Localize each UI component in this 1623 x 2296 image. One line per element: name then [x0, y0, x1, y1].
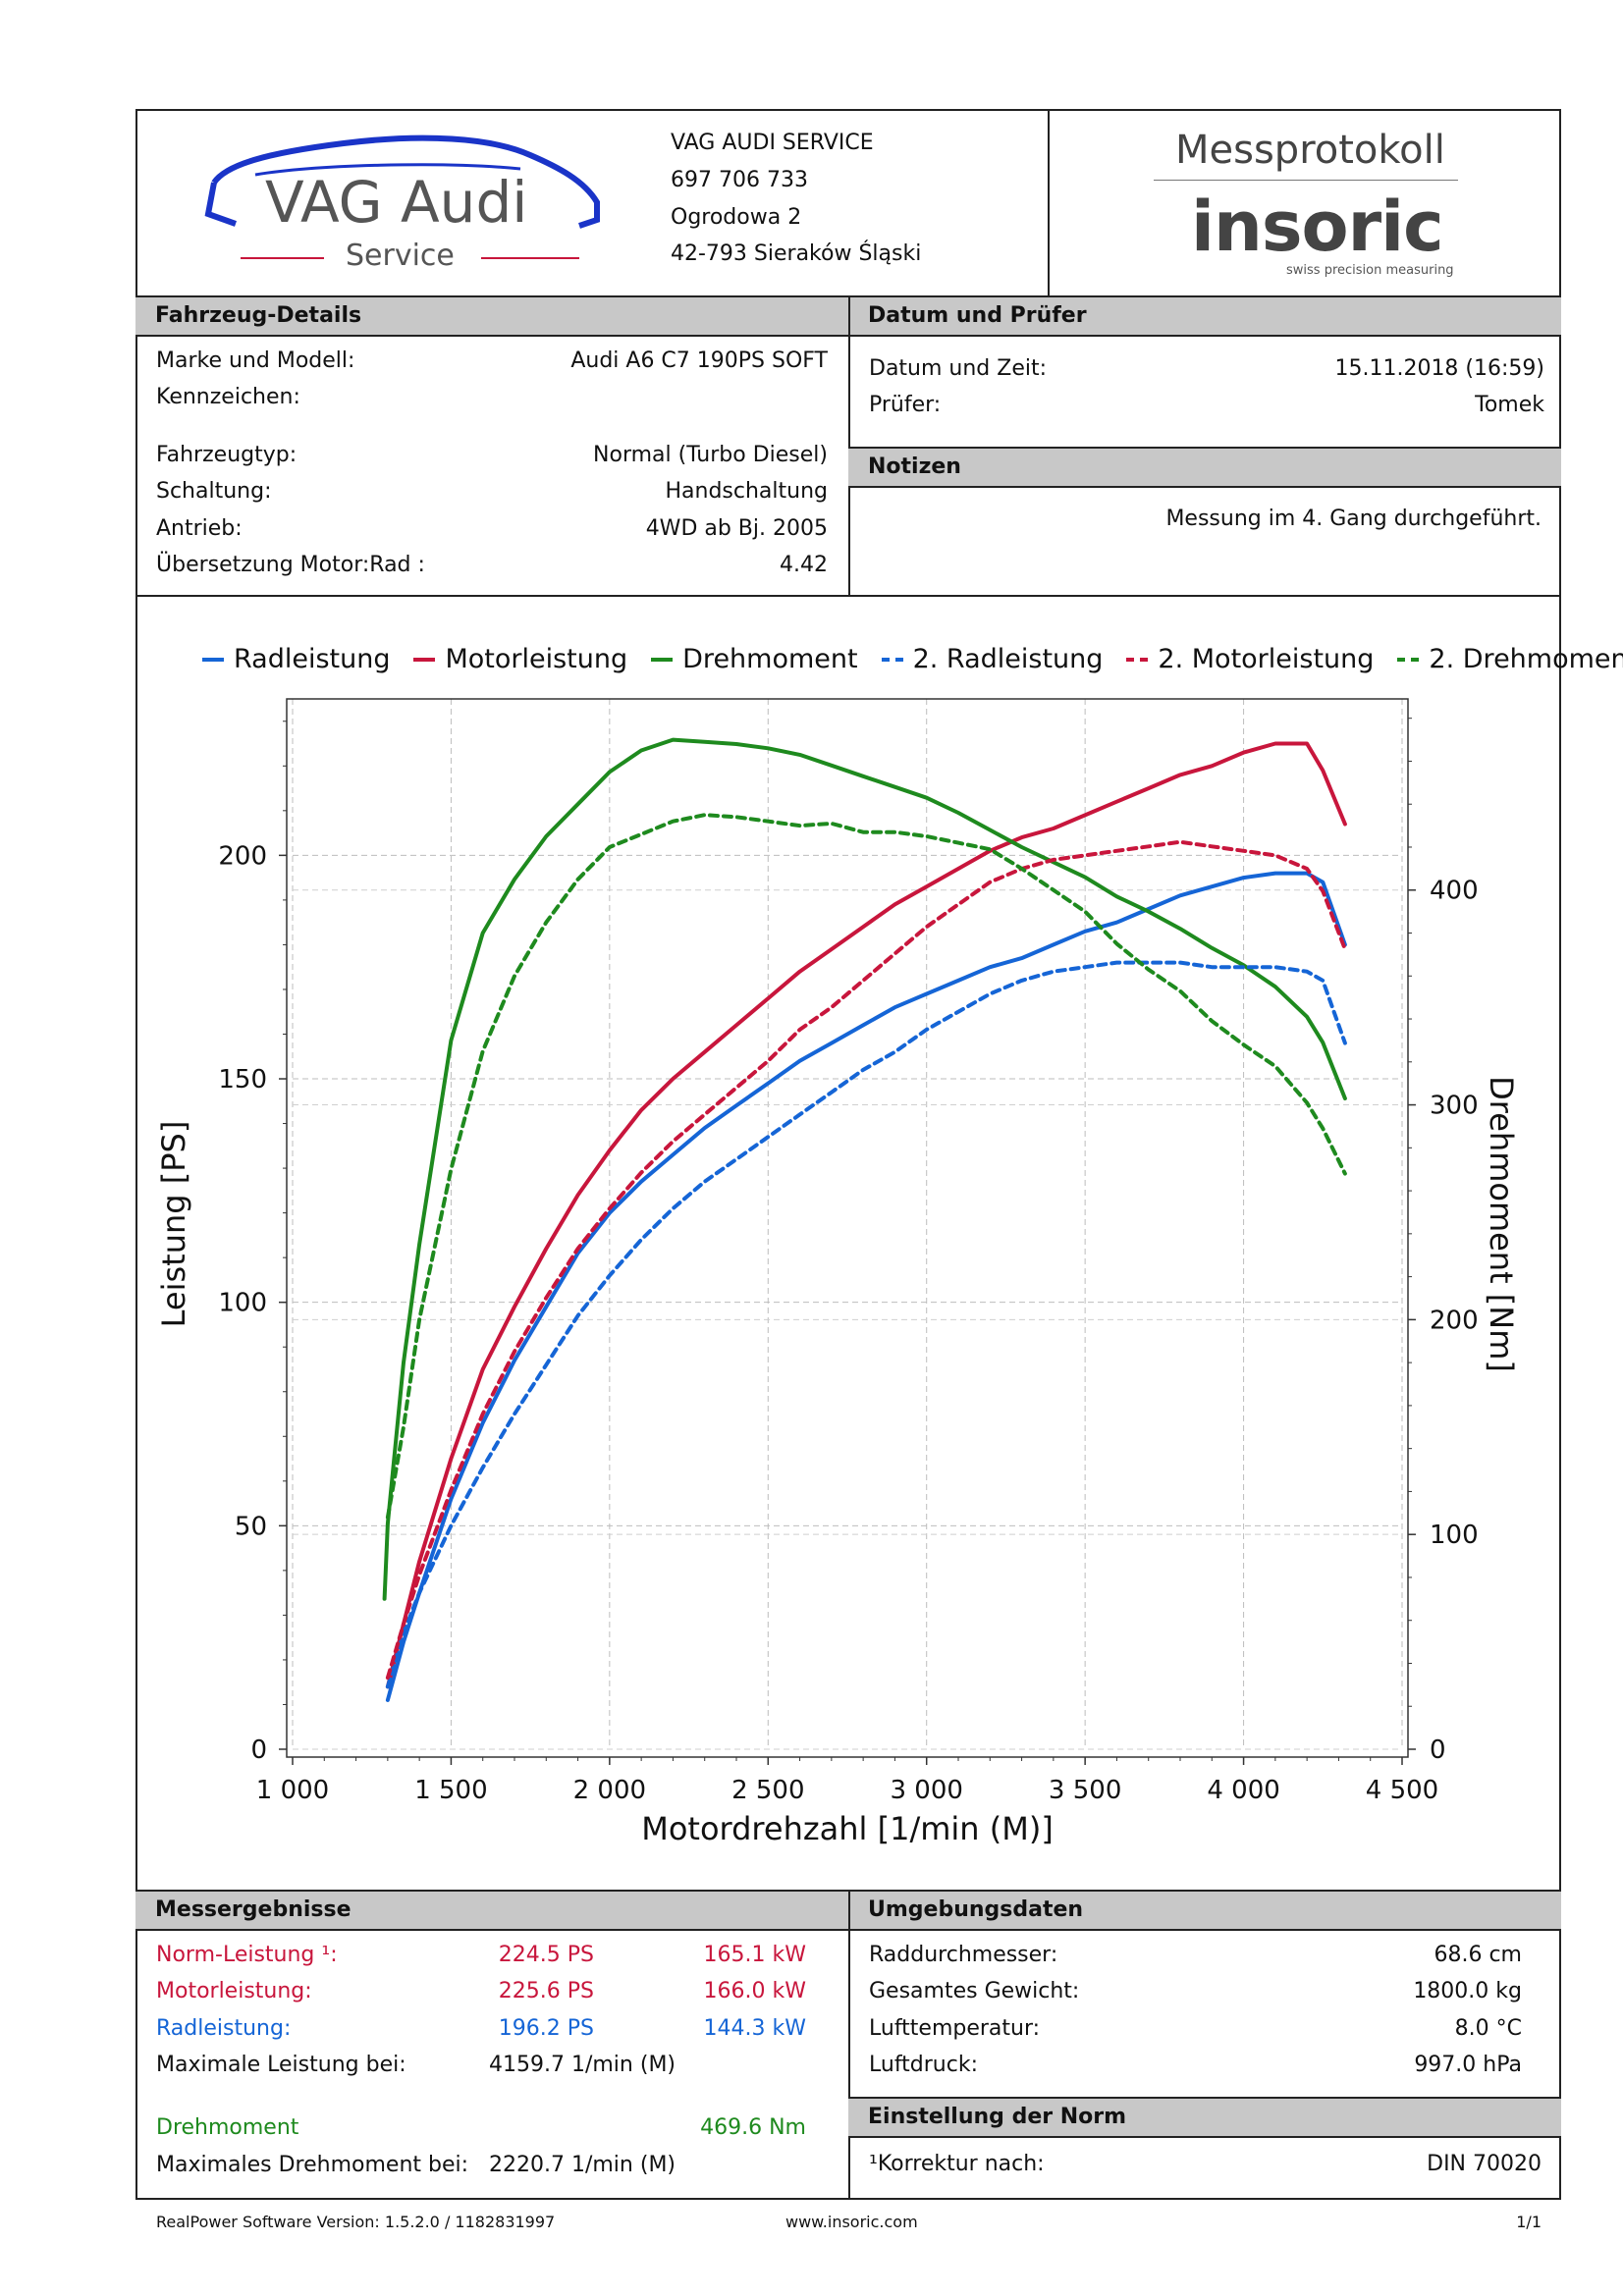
legend-2-drehmoment: 2. Drehmoment: [1397, 644, 1623, 674]
motor-power-kw: 166.0 kW: [703, 1979, 806, 2003]
legend-drehmoment: Drehmoment: [651, 644, 858, 674]
vehicle-label-type: Fahrzeugtyp:: [156, 443, 298, 467]
temperature-value: 8.0 °C: [1454, 2016, 1522, 2041]
header-divider: [1048, 109, 1050, 295]
company-city: 42-793 Sieraków Śląski: [671, 241, 922, 266]
norm-section-title: Einstellung der Norm: [848, 2097, 1561, 2138]
series-line-2-radleistung: [385, 960, 1347, 1689]
y-tick-label: 0: [250, 1735, 267, 1765]
pressure-value: 997.0 hPa: [1414, 2053, 1522, 2077]
series-line-motorleistung: [385, 741, 1347, 1689]
y-axis-label: Leistung [PS]: [155, 1121, 192, 1328]
x-tick-label: 3 500: [1049, 1776, 1121, 1805]
date-section-title: Datum und Prüfer: [848, 295, 1561, 337]
website[interactable]: www.insoric.com: [785, 2213, 918, 2231]
date-label: Datum und Zeit:: [869, 356, 1048, 381]
legend-radleistung: Radleistung: [202, 644, 390, 674]
max-power-label: Maximale Leistung bei:: [156, 2053, 406, 2077]
x-tick-label: 1 500: [414, 1776, 487, 1805]
temperature-label: Lufttemperatur:: [869, 2016, 1041, 2041]
logo-sub-text: Service: [346, 239, 455, 273]
legend-2-radleistung: 2. Radleistung: [881, 644, 1103, 674]
vehicle-value-drive: 4WD ab Bj. 2005: [645, 516, 828, 541]
series-line-2-drehmoment: [385, 813, 1347, 1520]
car-outline-icon: [211, 134, 600, 229]
max-torque-label: Maximales Drehmoment bei:: [156, 2153, 469, 2177]
wheel-diameter-label: Raddurchmesser:: [869, 1943, 1058, 1967]
software-version: RealPower Software Version: 1.5.2.0 / 11…: [156, 2213, 556, 2231]
y2-tick-label: 200: [1430, 1306, 1479, 1335]
vehicle-value-ratio: 4.42: [780, 553, 828, 577]
y-tick-label: 50: [235, 1512, 267, 1541]
max-power-rpm: 4159.7 1/min (M): [489, 2053, 676, 2077]
series-line-radleistung: [385, 871, 1347, 1702]
page-number: 1/1: [1516, 2213, 1542, 2231]
y-tick-label: 200: [218, 841, 267, 871]
x-tick-label: 4 500: [1366, 1776, 1438, 1805]
x-axis-label: Motordrehzahl [1/min (M)]: [641, 1810, 1054, 1847]
motor-power-ps: 225.6 PS: [498, 1979, 594, 2003]
norm-power-label: Norm-Leistung ¹:: [156, 1943, 338, 1967]
pressure-label: Luftdruck:: [869, 2053, 978, 2077]
wheel-power-kw: 144.3 kW: [703, 2016, 806, 2041]
vehicle-section-title: Fahrzeug-Details: [135, 295, 850, 337]
y2-tick-label: 0: [1430, 1735, 1446, 1765]
correction-value: DIN 70020: [1427, 2152, 1542, 2176]
report-title: Messprotokoll: [1175, 128, 1445, 173]
company-phone: 697 706 733: [671, 168, 808, 192]
results-section-title: Messergebnisse: [135, 1890, 850, 1931]
chart-legend: Radleistung Motorleistung Drehmoment 2. …: [202, 644, 1623, 674]
vehicle-label-ratio: Übersetzung Motor:Rad :: [156, 553, 425, 577]
notes-text: Messung im 4. Gang durchgeführt.: [1165, 507, 1542, 531]
insoric-tagline: swiss precision measuring: [1286, 263, 1454, 278]
environment-section-title: Umgebungsdaten: [848, 1890, 1561, 1931]
insoric-logo: insoric: [1191, 187, 1444, 267]
vehicle-label-plate: Kennzeichen:: [156, 385, 300, 409]
dyno-chart: 1 000 1 500 2 000 2 500 3 000 3 500 4 000 4 500…: [155, 698, 1520, 1847]
examiner-value: Tomek: [1475, 393, 1544, 417]
x-tick-label: 4 000: [1207, 1776, 1279, 1805]
vehicle-label-model: Marke und Modell:: [156, 348, 355, 373]
y2-tick-label: 400: [1430, 877, 1479, 906]
y2-tick-label: 100: [1430, 1521, 1479, 1550]
vag-logo: VAG Audi Service: [204, 134, 600, 273]
y-tick-label: 150: [218, 1065, 267, 1095]
date-value: 15.11.2018 (16:59): [1334, 356, 1544, 381]
motor-power-label: Motorleistung:: [156, 1979, 312, 2003]
legend-motorleistung: Motorleistung: [413, 644, 627, 674]
torque-value: 469.6 Nm: [700, 2115, 806, 2140]
vehicle-label-gearbox: Schaltung:: [156, 479, 272, 504]
vehicle-value-model: Audi A6 C7 190PS SOFT: [570, 348, 828, 373]
norm-power-kw: 165.1 kW: [703, 1943, 806, 1967]
series-line-2-motorleistung: [385, 839, 1347, 1681]
company-street: Ogrodowa 2: [671, 205, 802, 230]
y2-axis-label: Drehmoment [Nm]: [1483, 1076, 1520, 1372]
legend-2-motorleistung: 2. Motorleistung: [1126, 644, 1374, 674]
vehicle-value-type: Normal (Turbo Diesel): [593, 443, 828, 467]
series-line-drehmoment: [382, 737, 1347, 1601]
max-torque-rpm: 2220.7 1/min (M): [489, 2153, 676, 2177]
correction-label: ¹Korrektur nach:: [869, 2152, 1045, 2176]
y2-tick-label: 300: [1430, 1092, 1479, 1121]
company-name: VAG AUDI SERVICE: [671, 131, 874, 155]
wheel-power-ps: 196.2 PS: [498, 2016, 594, 2041]
torque-label: Drehmoment: [156, 2115, 299, 2140]
section-divider: [848, 295, 850, 597]
weight-label: Gesamtes Gewicht:: [869, 1979, 1080, 2003]
wheel-power-label: Radleistung:: [156, 2016, 292, 2041]
x-tick-label: 1 000: [256, 1776, 329, 1805]
wheel-diameter-value: 68.6 cm: [1434, 1943, 1522, 1967]
norm-power-ps: 224.5 PS: [498, 1943, 594, 1967]
vehicle-value-gearbox: Handschaltung: [665, 479, 828, 504]
y-tick-label: 100: [218, 1289, 267, 1318]
weight-value: 1800.0 kg: [1413, 1979, 1522, 2003]
x-tick-label: 2 500: [731, 1776, 804, 1805]
vehicle-label-drive: Antrieb:: [156, 516, 243, 541]
plot-frame: [286, 698, 1409, 1758]
x-tick-label: 2 000: [573, 1776, 646, 1805]
examiner-label: Prüfer:: [869, 393, 942, 417]
x-tick-label: 3 000: [890, 1776, 962, 1805]
notes-section-title: Notizen: [848, 447, 1561, 488]
logo-main-text: VAG Audi: [265, 169, 527, 236]
